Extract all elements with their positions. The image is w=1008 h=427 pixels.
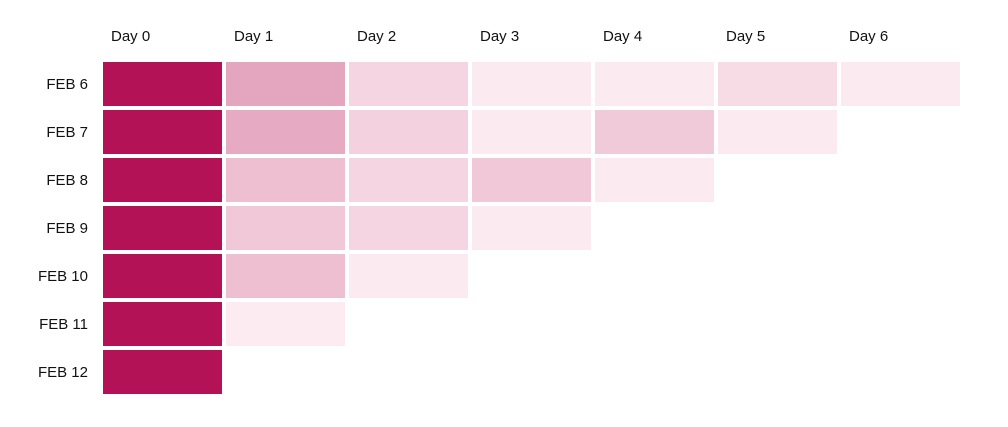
- column-labels: Day 0 Day 1 Day 2 Day 3 Day 4 Day 5 Day 6: [111, 28, 888, 45]
- heatmap-cell: [226, 254, 345, 298]
- row-label: FEB 6: [46, 76, 88, 93]
- heatmap-cell: [718, 110, 837, 154]
- heatmap-cell: [349, 206, 468, 250]
- heatmap-cell: [349, 110, 468, 154]
- column-label: Day 2: [357, 28, 396, 45]
- heatmap-cell: [103, 62, 222, 106]
- column-label: Day 3: [480, 28, 519, 45]
- heatmap-cell: [103, 158, 222, 202]
- heatmap-cell: [595, 62, 714, 106]
- heatmap-cell: [718, 62, 837, 106]
- heatmap-cell: [472, 110, 591, 154]
- column-label: Day 6: [849, 28, 888, 45]
- column-label: Day 4: [603, 28, 642, 45]
- row-labels: FEB 6 FEB 7 FEB 8 FEB 9 FEB 10 FEB 11 FEB 12: [38, 76, 88, 381]
- heatmap-cell: [103, 206, 222, 250]
- heatmap-cell: [226, 206, 345, 250]
- column-label: Day 1: [234, 28, 273, 45]
- heatmap-cells: [103, 62, 960, 394]
- heatmap-cell: [226, 158, 345, 202]
- heatmap-cell: [226, 110, 345, 154]
- heatmap-cell: [103, 110, 222, 154]
- row-label: FEB 9: [46, 220, 88, 237]
- heatmap-cell: [841, 62, 960, 106]
- row-label: FEB 10: [38, 268, 88, 285]
- heatmap-cell: [226, 62, 345, 106]
- heatmap-cell: [349, 62, 468, 106]
- heatmap-cell: [472, 206, 591, 250]
- row-label: FEB 11: [39, 316, 88, 333]
- column-label: Day 0: [111, 28, 150, 45]
- heatmap-cell: [103, 254, 222, 298]
- heatmap-cell: [595, 158, 714, 202]
- row-label: FEB 12: [38, 364, 88, 381]
- row-label: FEB 8: [46, 172, 88, 189]
- heatmap-cell: [472, 62, 591, 106]
- row-label: FEB 7: [46, 124, 88, 141]
- heatmap-cell: [226, 302, 345, 346]
- heatmap-cell: [103, 302, 222, 346]
- heatmap-cell: [349, 254, 468, 298]
- column-label: Day 5: [726, 28, 765, 45]
- heatmap-cell: [103, 350, 222, 394]
- heatmap-cell: [472, 158, 591, 202]
- heatmap-cell: [595, 110, 714, 154]
- heatmap-cell: [349, 158, 468, 202]
